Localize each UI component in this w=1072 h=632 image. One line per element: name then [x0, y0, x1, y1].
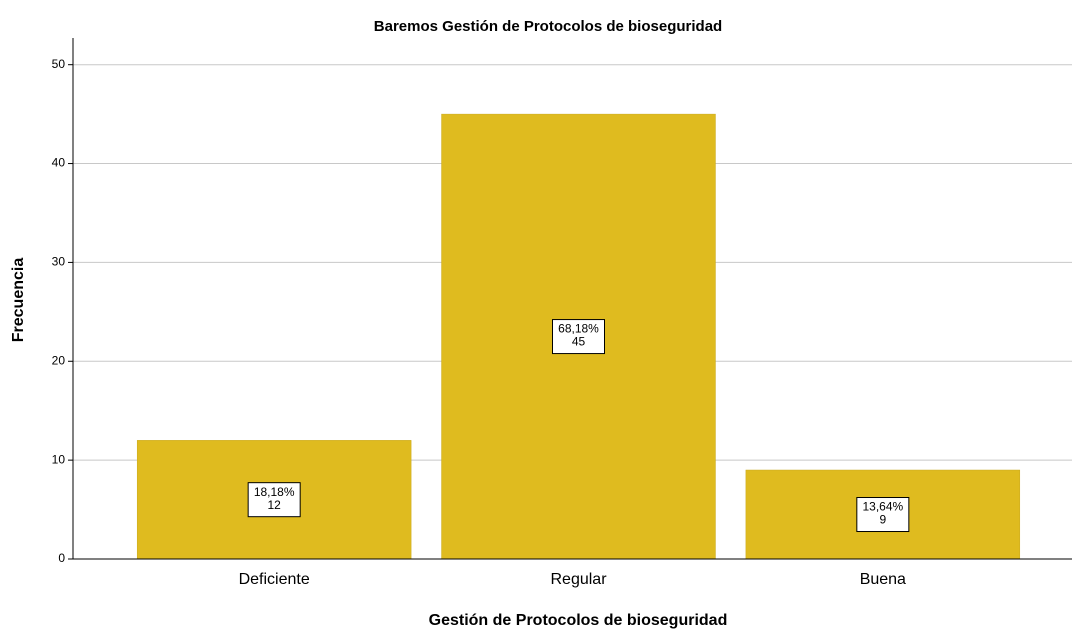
percent-label: 68,18% [558, 322, 599, 336]
x-tick-label: Deficiente [239, 571, 310, 588]
y-axis-label: Frecuencia [10, 258, 27, 343]
y-tick-label: 20 [52, 353, 66, 367]
value-label: 12 [267, 498, 281, 512]
x-axis-label: Gestión de Protocolos de bioseguridad [429, 612, 728, 629]
y-tick-label: 40 [52, 156, 66, 170]
y-tick-label: 30 [52, 255, 66, 269]
data-label-box [856, 497, 910, 533]
y-tick-label: 50 [52, 57, 66, 71]
y-tick-label: 0 [58, 551, 65, 565]
x-tick-label: Buena [860, 571, 906, 588]
y-tick-label: 10 [52, 452, 66, 466]
percent-label: 13,64% [862, 500, 903, 514]
chart-title: Baremos Gestión de Protocolos de biosegu… [374, 18, 722, 35]
data-label-box [552, 319, 605, 355]
value-label: 9 [879, 513, 886, 527]
percent-label: 18,18% [254, 485, 295, 499]
value-label: 45 [572, 335, 586, 349]
data-label-box [247, 482, 301, 518]
x-tick-label: Regular [550, 571, 607, 588]
